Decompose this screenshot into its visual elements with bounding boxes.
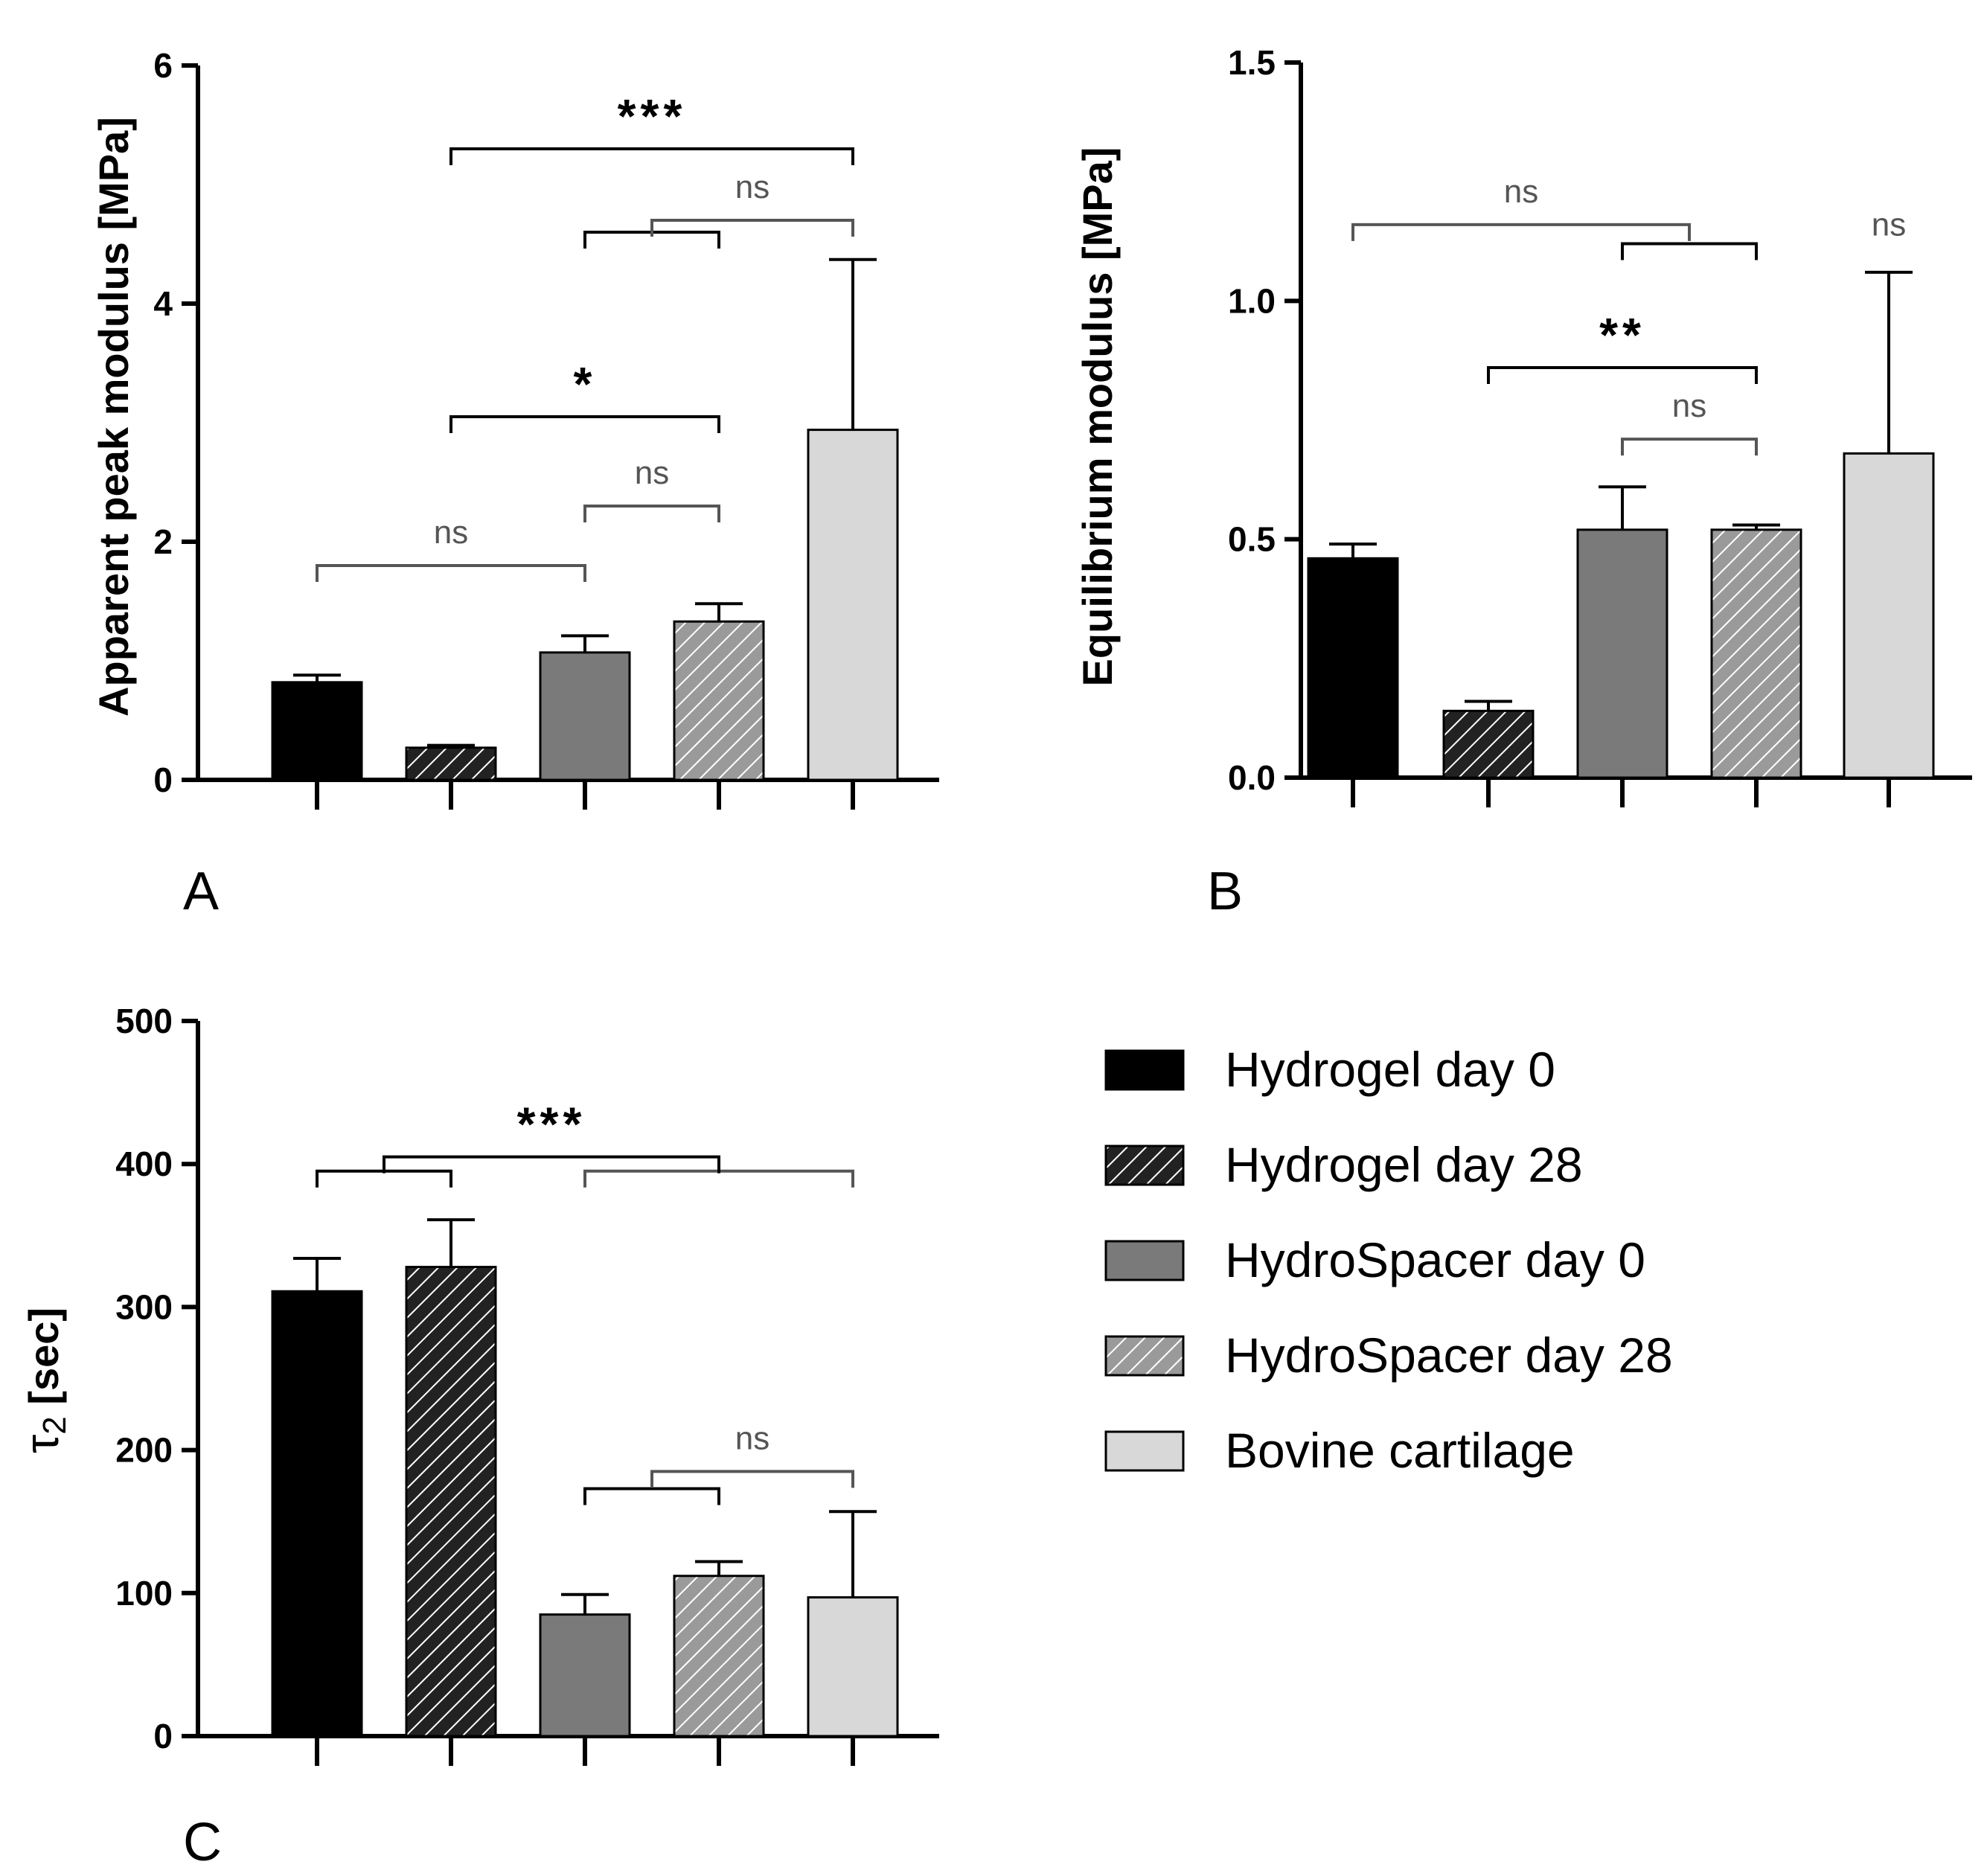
panel-a-y-axis-label: Apparent peak modulus [MPa]: [90, 117, 137, 717]
panel-c-significance-label: ns: [735, 1420, 769, 1456]
panel-a-significance-bracket: [316, 564, 586, 582]
panel-a-chart: Apparent peak modulus [MPa] 0 2 4 6 ns ns * ns *…: [90, 46, 939, 921]
panel-b-bar-hydrospacer-day28: [1710, 528, 1802, 779]
panel-a-y-tick-label: 0: [153, 761, 173, 799]
panel-c-bar-hydrogel-day0: [271, 1290, 363, 1738]
panel-a-significance-label: ns: [635, 455, 669, 491]
panel-c-y-tick-label: 500: [115, 1002, 173, 1040]
panel-a-bar-hydrospacer-day28: [673, 620, 765, 781]
panel-c-letter: C: [183, 1813, 222, 1872]
panel-c-significance-label: ***: [517, 1098, 586, 1151]
panel-a-bar-hydrogel-day28: [405, 746, 497, 781]
panel-c-bar-hydrospacer-day0: [539, 1613, 631, 1738]
legend: Hydrogel day 0 Hydrogel day 28 HydroSpacer…: [1104, 1042, 1673, 1478]
panel-c-significance-bracket: [650, 1470, 854, 1488]
panel-c-bar-hydrogel-day28: [405, 1266, 497, 1738]
panel-a-significance-label: ns: [434, 514, 468, 551]
panel-c-y-axis-label-subscript: 2: [36, 1416, 73, 1434]
panel-a-significance-label: ***: [618, 89, 687, 143]
panel-c-bar-hydrospacer-day28: [673, 1575, 765, 1738]
panel-b-significance-label: ns: [1672, 388, 1706, 424]
panel-b-y-tick-label: 1.0: [1228, 281, 1276, 320]
panel-a-y-tick-label: 2: [153, 522, 173, 561]
panel-c-y-tick-label: 200: [115, 1431, 173, 1470]
panel-c-y-axis-label-unit: [sec]: [20, 1307, 67, 1416]
panel-b-significance-label: ns: [1872, 207, 1906, 243]
panel-b-significance-bracket: [1487, 366, 1758, 385]
panel-b-chart: Equilibrium modulus [MPa] 0.0 0.5 1.0 1.5 ns…: [1074, 43, 1972, 921]
panel-b-significance-label: ns: [1504, 173, 1538, 210]
panel-c-y-tick-label: 0: [153, 1717, 173, 1755]
panel-b-y-tick-label: 0.0: [1228, 758, 1276, 797]
panel-c-chart: τ2 [sec] 0 100 200 300 400 500 ns *** C: [15, 1002, 939, 1872]
legend-swatch-hydrogel-day0: [1104, 1049, 1185, 1091]
panel-a-significance-bracket: [449, 147, 854, 165]
panel-c-significance-bracket: [583, 1169, 854, 1188]
panel-c-y-tick-label: 100: [115, 1574, 173, 1613]
legend-swatch-hydrospacer-day0: [1104, 1240, 1185, 1281]
panel-b-y-tick-label: 0.5: [1228, 520, 1276, 559]
legend-label: Bovine cartilage: [1225, 1423, 1575, 1478]
legend-label: HydroSpacer day 28: [1225, 1328, 1673, 1383]
panel-a-significance-label: ns: [735, 169, 769, 205]
panel-b-bar-hydrogel-day0: [1307, 557, 1399, 779]
panel-b-y-tick-label: 1.5: [1228, 43, 1276, 82]
panel-c-bar-bovine: [807, 1596, 899, 1738]
legend-swatch-hydrospacer-day28: [1104, 1335, 1185, 1377]
panel-a-bar-bovine: [807, 429, 899, 781]
panel-a-bar-hydrospacer-day0: [539, 651, 631, 781]
panel-b-significance-bracket: [1351, 223, 1691, 241]
panel-c-y-axis-label: τ2 [sec]: [15, 1307, 73, 1453]
panel-a-bar-hydrogel-day0: [271, 681, 363, 781]
panel-b-letter: B: [1207, 862, 1243, 921]
panel-c-y-axis-label-symbol: τ: [15, 1435, 68, 1453]
panel-a-letter: A: [183, 862, 219, 921]
legend-swatch-bovine: [1104, 1430, 1185, 1472]
legend-label: Hydrogel day 28: [1225, 1137, 1583, 1192]
legend-swatch-hydrogel-day28: [1104, 1145, 1185, 1186]
panel-c-y-tick-label: 300: [115, 1287, 173, 1326]
panel-b-bar-hydrospacer-day0: [1576, 528, 1668, 779]
panel-b-y-axis-label: Equilibrium modulus [MPa]: [1074, 147, 1121, 687]
panel-c-significance-bracket: [383, 1155, 720, 1174]
panel-a-significance-bracket: [583, 505, 720, 522]
panel-c-y-tick-label: 400: [115, 1145, 173, 1183]
panel-b-bar-hydrogel-day28: [1442, 709, 1535, 779]
panel-a-y-tick-label: 4: [153, 284, 173, 323]
panel-a-significance-bracket: [449, 415, 720, 433]
panel-c-significance-bracket: [583, 1487, 720, 1505]
panel-a-y-tick-label: 6: [153, 46, 173, 85]
legend-label: Hydrogel day 0: [1225, 1042, 1555, 1097]
panel-b-significance-label: **: [1599, 308, 1645, 362]
panel-a-significance-bracket: [650, 219, 854, 237]
legend-label: HydroSpacer day 0: [1225, 1232, 1645, 1287]
panel-b-significance-bracket: [1621, 438, 1758, 456]
panel-b-significance-sub-bracket: [1621, 242, 1758, 260]
panel-b-bar-bovine: [1843, 452, 1935, 779]
panel-a-significance-label: *: [574, 357, 597, 411]
panel-c-significance-bracket: [316, 1169, 452, 1188]
